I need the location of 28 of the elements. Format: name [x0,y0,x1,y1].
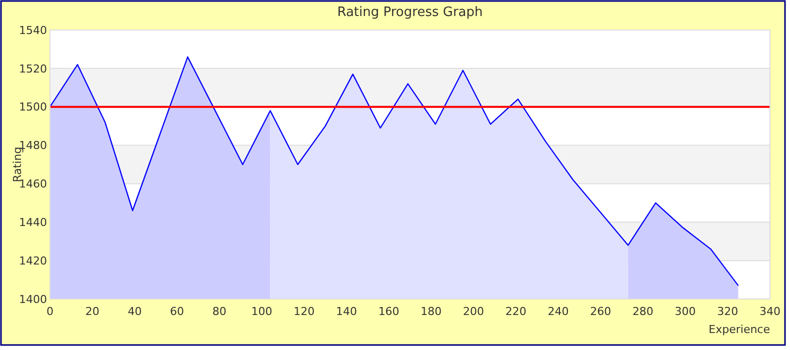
x-tick-label: 160 [378,305,400,318]
y-tick-label: 1460 [19,178,47,191]
x-tick-label: 240 [548,305,569,318]
x-tick-label: 40 [128,305,142,318]
x-tick-label: 60 [170,305,184,318]
chart-title: Rating Progress Graph [337,5,483,20]
x-tick-label: 20 [85,305,100,318]
x-tick-label: 320 [717,305,738,318]
y-tick-label: 1400 [19,292,47,306]
y-tick-label: 1500 [19,100,47,114]
x-axis-title: Experience [708,323,770,336]
y-tick-label: 1540 [19,24,47,37]
x-tick-label: 140 [336,305,357,318]
x-tick-label: 180 [420,305,442,318]
x-tick-label: 200 [463,305,484,318]
x-tick-label: 260 [590,305,612,318]
x-tick-label: 280 [632,305,654,318]
x-tick-label: 340 [760,305,780,318]
line-series [49,56,739,286]
x-tick-label: 120 [294,305,315,318]
y-tick-label: 1440 [19,216,47,229]
x-tick-label: 100 [251,305,272,318]
x-tick-label: 80 [212,305,226,318]
y-tick-label: 1520 [19,62,47,76]
y-tick-label: 1420 [19,254,47,268]
x-tick-label: 220 [505,305,526,318]
x-tick-label: 300 [674,305,696,318]
x-tick-label: 0 [46,305,54,318]
